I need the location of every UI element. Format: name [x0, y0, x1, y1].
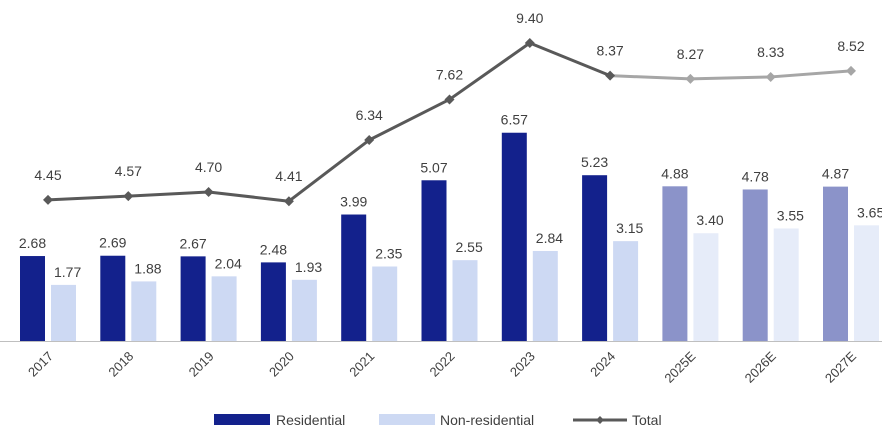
legend-swatch-non-residential: [379, 414, 435, 425]
total-marker-2017: [43, 194, 53, 205]
label-total-2023: 9.40: [516, 10, 543, 26]
total-marker-2027e: [846, 65, 856, 76]
x-tick-2020: 2020: [266, 349, 297, 380]
total-marker-2021: [364, 135, 375, 146]
bar-non-residential-2025e: [693, 233, 719, 341]
total-marker-2020: [283, 196, 294, 207]
x-tick-2024: 2024: [587, 349, 618, 380]
legend-swatch-residential: [214, 414, 270, 425]
x-tick-2025e: 2025E: [661, 348, 698, 385]
bar-non-residential-2018: [131, 281, 157, 341]
bar-non-residential-2026e: [773, 228, 799, 341]
label-residential-2021: 3.99: [340, 194, 367, 210]
bar-residential-2022: [421, 180, 447, 341]
bar-residential-2026e: [742, 189, 768, 341]
bar-residential-2020: [260, 262, 286, 341]
legend: Residential Non-residential Total: [214, 412, 662, 428]
label-non-residential-2026e: 3.55: [777, 207, 804, 223]
bar-non-residential-2024: [613, 241, 639, 341]
label-residential-2022: 5.07: [420, 159, 447, 175]
total-line-segment-2019-2020: [207, 190, 291, 203]
x-tick-2027e: 2027E: [822, 348, 859, 385]
bar-residential-2021: [341, 214, 367, 341]
label-non-residential-2021: 2.35: [375, 246, 402, 262]
label-residential-2020: 2.48: [260, 241, 287, 257]
legend-label-residential: Residential: [276, 412, 345, 428]
bar-residential-2027e: [823, 186, 848, 341]
label-non-residential-2022: 2.55: [456, 239, 483, 255]
total-line-segment-2021-2022: [367, 97, 451, 142]
label-total-2027e: 8.52: [837, 38, 864, 54]
total-marker-2024: [605, 70, 616, 81]
label-residential-2027e: 4.87: [822, 166, 849, 182]
x-tick-2019: 2019: [186, 349, 217, 380]
legend-marker-total: [596, 416, 604, 424]
label-residential-2024: 5.23: [581, 154, 608, 170]
bar-non-residential-2022: [452, 260, 478, 341]
total-marker-2018: [123, 191, 134, 202]
bar-non-residential-2023: [532, 250, 558, 341]
x-tick-2018: 2018: [105, 349, 136, 380]
label-total-2025e: 8.27: [677, 46, 704, 62]
label-total-2020: 4.41: [275, 168, 302, 184]
total-line-segment-2022-2023: [448, 41, 532, 101]
label-total-2018: 4.57: [115, 163, 142, 179]
label-total-2026e: 8.33: [757, 44, 784, 60]
total-line-segment-2024-2025e: [608, 74, 692, 81]
total-line-segment-2020-2021: [287, 138, 371, 203]
label-non-residential-2020: 1.93: [295, 259, 322, 275]
bar-residential-2025e: [662, 186, 688, 341]
label-non-residential-2025e: 3.40: [696, 212, 723, 228]
total-marker-2023: [524, 38, 535, 49]
label-residential-2026e: 4.78: [742, 168, 769, 184]
label-residential-2023: 6.57: [501, 112, 528, 128]
total-marker-2025e: [685, 73, 696, 84]
total-line-segment-2018-2019: [126, 190, 211, 198]
total-marker-2019: [203, 187, 214, 198]
x-tick-2021: 2021: [346, 349, 377, 380]
bar-non-residential-2020: [291, 279, 317, 341]
label-non-residential-2023: 2.84: [536, 230, 563, 246]
bar-residential-2018: [100, 255, 126, 341]
label-residential-2025e: 4.88: [661, 165, 688, 181]
total-line-segment-2026e-2027e: [769, 69, 853, 79]
label-residential-2018: 2.69: [99, 235, 126, 251]
label-residential-2019: 2.67: [179, 235, 206, 251]
bar-non-residential-2027e: [854, 225, 879, 341]
label-total-2022: 7.62: [436, 66, 463, 82]
x-tick-2023: 2023: [507, 349, 538, 380]
label-non-residential-2017: 1.77: [54, 264, 81, 280]
label-non-residential-2018: 1.88: [134, 260, 161, 276]
total-line-segment-2025e-2026e: [688, 75, 773, 81]
bar-non-residential-2021: [372, 266, 398, 341]
total-marker-2022: [444, 94, 455, 105]
bars-layer: [20, 132, 879, 341]
bar-non-residential-2017: [51, 284, 76, 341]
total-line-segment-2017-2018: [46, 194, 130, 202]
bar-non-residential-2019: [211, 276, 237, 341]
total-line-segment-2023-2024: [528, 41, 612, 78]
label-non-residential-2027e: 3.65: [857, 204, 882, 220]
label-total-2019: 4.70: [195, 159, 222, 175]
bar-residential-2024: [582, 175, 608, 341]
value-labels: 2.68 1.77 4.45 2.69 1.88 4.57 2.67 2.04 4.70 2.48…: [19, 10, 882, 280]
x-tick-2022: 2022: [427, 349, 458, 380]
label-non-residential-2024: 3.15: [616, 220, 643, 236]
total-line-layer: [43, 38, 856, 207]
bar-residential-2023: [501, 132, 527, 341]
label-total-2024: 8.37: [596, 43, 623, 59]
label-non-residential-2019: 2.04: [215, 255, 242, 271]
label-total-2017: 4.45: [34, 167, 61, 183]
label-total-2021: 6.34: [356, 107, 383, 123]
label-residential-2017: 2.68: [19, 235, 46, 251]
total-marker-2026e: [765, 71, 776, 82]
legend-label-total: Total: [632, 412, 662, 428]
bar-residential-2019: [180, 256, 206, 341]
x-tick-labels: 2017 2018 2019 2020 2021 2022 2023 2024 2025E 202…: [25, 348, 859, 385]
x-tick-2026e: 2026E: [742, 348, 779, 385]
legend-label-non-residential: Non-residential: [440, 412, 534, 428]
x-tick-2017: 2017: [25, 349, 56, 380]
bar-residential-2017: [20, 256, 45, 341]
